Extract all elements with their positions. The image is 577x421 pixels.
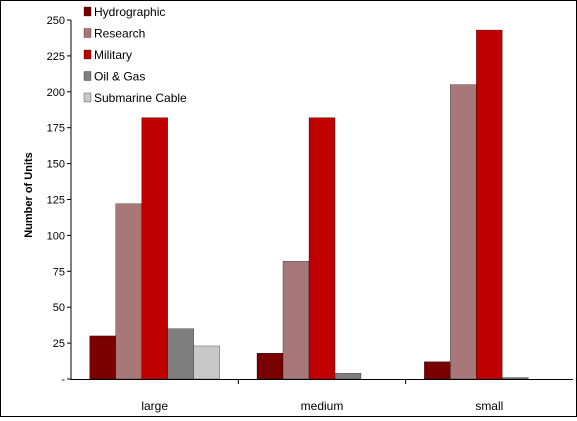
bar (282, 261, 310, 380)
y-tick-label: 75 (53, 266, 65, 278)
bar (476, 29, 503, 380)
bar (115, 203, 142, 380)
y-axis-label: Number of Units (23, 152, 35, 238)
y-tick-label: 175 (47, 123, 65, 135)
legend-swatch (83, 92, 92, 103)
y-tick-label: 25 (53, 338, 65, 350)
bars (89, 29, 529, 380)
legend-label: Hydrographic (94, 5, 165, 19)
legend-label: Research (94, 27, 145, 41)
bar (193, 345, 220, 380)
y-tick-label: - (61, 374, 65, 386)
legend: Hydrographic Research Military Oil & Gas Sub… (83, 5, 187, 105)
y-tick-label: 225 (47, 51, 65, 63)
bar (502, 377, 529, 380)
legend-swatch (83, 28, 92, 38)
legend-swatch (83, 71, 92, 81)
bar (89, 335, 116, 380)
bar (334, 373, 362, 380)
bar (450, 84, 477, 380)
y-tick-label: 250 (47, 15, 65, 27)
x-tick-label: small (475, 399, 503, 413)
legend-swatch (83, 6, 92, 17)
y-tick-label: 100 (47, 230, 65, 242)
legend-label: Oil & Gas (94, 70, 145, 84)
bar (256, 353, 284, 380)
x-tick-label: large (141, 399, 168, 413)
bar (308, 117, 336, 380)
y-tick-label: 125 (47, 195, 65, 207)
bar (424, 361, 451, 380)
x-tick-label: medium (301, 399, 344, 413)
y-tick-label: 50 (53, 302, 65, 314)
axes: - 25 50 75 100 125 150 175 200 225 250 large medium s… (47, 15, 573, 413)
bar (141, 117, 168, 380)
bar (167, 328, 194, 380)
y-tick-label: 150 (47, 159, 65, 171)
legend-label: Submarine Cable (94, 91, 187, 105)
legend-swatch (83, 49, 92, 60)
y-tick-label: 200 (47, 87, 65, 99)
legend-label: Military (94, 48, 132, 62)
